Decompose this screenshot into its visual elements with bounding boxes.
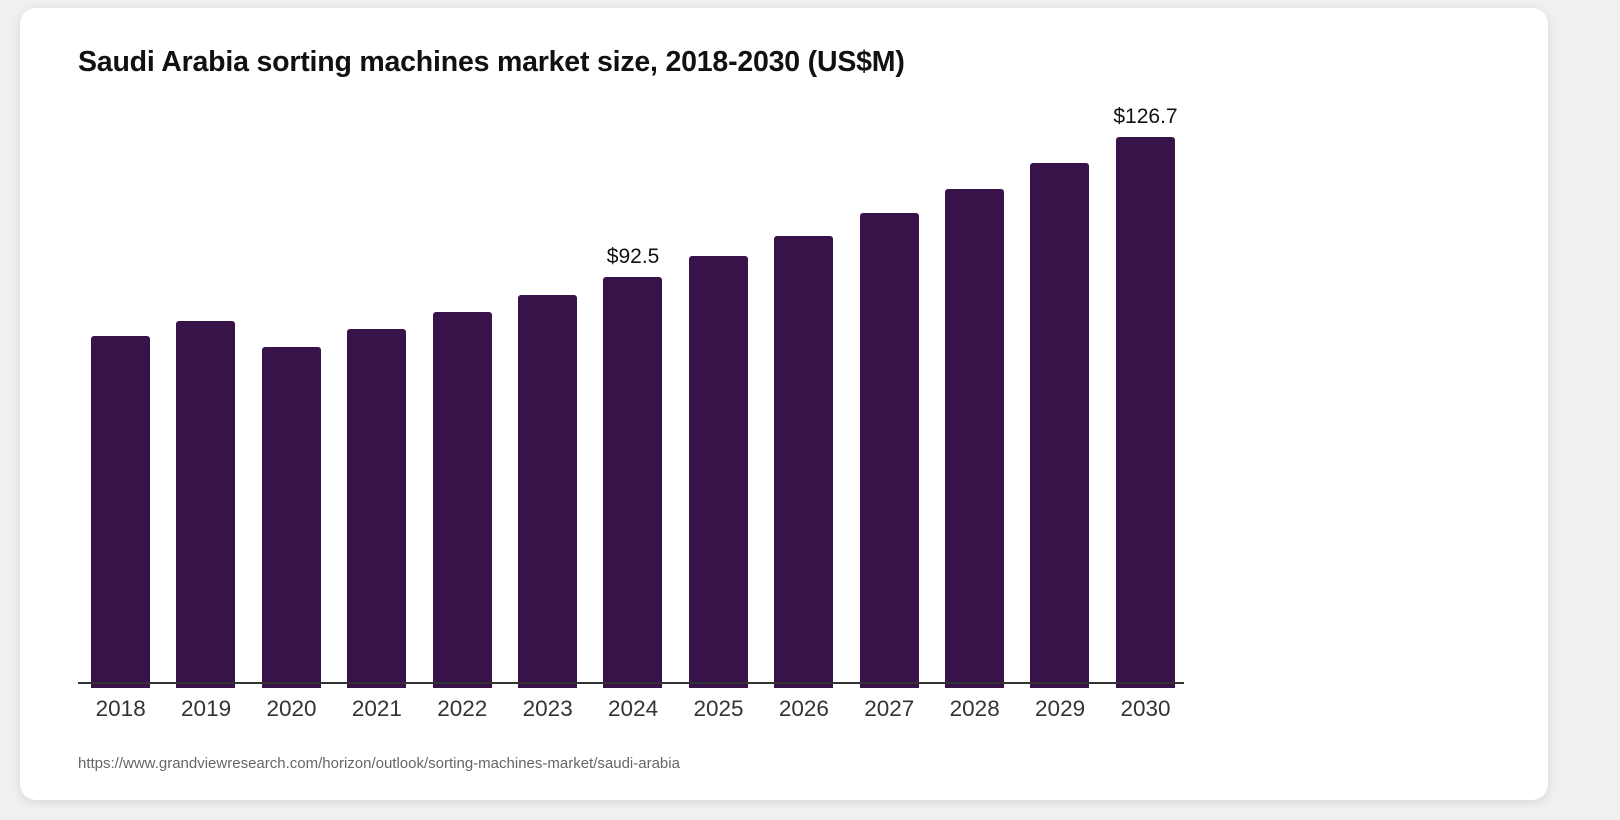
bar-2024[interactable]	[603, 277, 663, 688]
bar-slot	[420, 84, 505, 688]
x-tick-2030: 2030	[1120, 696, 1171, 721]
bar-2023[interactable]	[518, 295, 577, 688]
bar-slot: $126.7	[1103, 84, 1188, 688]
x-tick-2021: 2021	[351, 696, 402, 721]
x-tick-2025: 2025	[693, 696, 744, 721]
x-tick-2027: 2027	[864, 696, 915, 721]
bar-value-label-2030: $126.7	[1113, 105, 1178, 128]
chart-card: Saudi Arabia sorting machines market siz…	[20, 8, 1548, 800]
x-tick-2022: 2022	[437, 696, 488, 721]
bar-value-label-2024: $92.5	[606, 245, 660, 268]
x-tick-2029: 2029	[1035, 696, 1086, 721]
bar-2028[interactable]	[945, 189, 1004, 688]
chart-plot-area: $92.5 $126.7	[78, 78, 1188, 688]
bar-2029[interactable]	[1030, 163, 1090, 688]
bar-2018[interactable]	[91, 336, 150, 688]
bar-slot: $92.5	[590, 84, 675, 688]
bar-slot	[78, 84, 163, 688]
bar-slot	[163, 84, 248, 688]
x-tick-2019: 2019	[181, 696, 232, 721]
bar-slot	[676, 84, 761, 688]
x-tick-2026: 2026	[778, 696, 829, 721]
bar-slot	[761, 84, 846, 688]
source-url-link[interactable]: https://www.grandviewresearch.com/horizo…	[78, 755, 680, 772]
x-axis-line	[78, 682, 1184, 684]
bar-2026[interactable]	[774, 236, 834, 688]
x-tick-2023: 2023	[522, 696, 573, 721]
bar-2030[interactable]	[1115, 137, 1175, 688]
bar-2021[interactable]	[347, 329, 407, 688]
bar-2020[interactable]	[261, 347, 321, 688]
x-tick-2018: 2018	[95, 696, 146, 721]
bar-2027[interactable]	[859, 213, 919, 688]
bar-2025[interactable]	[688, 256, 748, 688]
x-axis-tick-labels: 2018 2019 2020 2021 2022 2023 2024 2025 2026 2027…	[78, 696, 1188, 730]
bar-slot	[1017, 84, 1102, 688]
x-tick-2028: 2028	[949, 696, 1000, 721]
bar-slot	[334, 84, 419, 688]
x-tick-2020: 2020	[266, 696, 317, 721]
bar-slot	[932, 84, 1017, 688]
bar-2019[interactable]	[176, 321, 236, 688]
bar-slot	[505, 84, 590, 688]
bar-2022[interactable]	[432, 312, 492, 688]
bar-slot	[249, 84, 334, 688]
bar-series: $92.5 $126.7	[78, 84, 1188, 688]
bar-slot	[847, 84, 932, 688]
x-tick-2024: 2024	[608, 696, 659, 721]
page-title: Saudi Arabia sorting machines market siz…	[78, 46, 905, 78]
